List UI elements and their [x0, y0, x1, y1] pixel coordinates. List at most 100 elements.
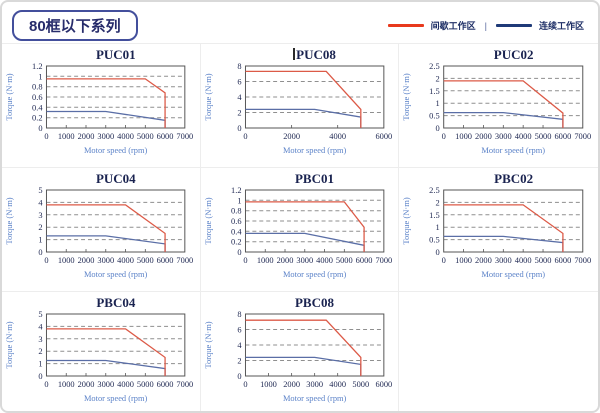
svg-text:3: 3	[38, 334, 42, 344]
svg-text:2: 2	[38, 346, 42, 356]
svg-text:4000: 4000	[316, 255, 333, 265]
svg-text:1000: 1000	[58, 131, 75, 141]
svg-text:1000: 1000	[260, 379, 277, 389]
svg-text:7000: 7000	[176, 131, 193, 141]
svg-text:0.4: 0.4	[32, 102, 43, 112]
svg-text:Motor speed (rpm): Motor speed (rpm)	[283, 393, 347, 403]
chart-plot-pbc02: 00.511.522.50 1000 2000 3000 4000 5000 6000 700…	[401, 187, 592, 279]
svg-text:Torque (N·m): Torque (N·m)	[203, 73, 213, 120]
legend-label-continuous: 连续工作区	[538, 21, 584, 31]
svg-text:6000: 6000	[375, 131, 392, 141]
svg-text:4000: 4000	[117, 379, 134, 389]
svg-text:1: 1	[237, 195, 241, 205]
svg-text:Torque (N·m): Torque (N·m)	[4, 321, 14, 368]
chart-cell-puc08: PUC08 0 2 4 6 8 0 2000 4000 6000 Motor speed (rpm…	[200, 44, 400, 168]
svg-text:0: 0	[436, 123, 440, 133]
svg-text:2000: 2000	[475, 131, 492, 141]
svg-text:5000: 5000	[137, 131, 154, 141]
svg-text:0: 0	[243, 379, 247, 389]
svg-text:4: 4	[38, 197, 43, 207]
chart-cell-puc04: PUC04 0 1 2 3 4 5 0 1000 2000 3000 4000 5000 6000 700…	[2, 168, 201, 292]
svg-text:1.5: 1.5	[429, 210, 440, 220]
svg-text:Torque (N·m): Torque (N·m)	[203, 197, 213, 244]
chart-title-pbc04: PBC04	[2, 295, 200, 311]
intermittent-zone-line-swatch	[387, 24, 424, 27]
svg-text:1000: 1000	[58, 255, 75, 265]
svg-text:2000: 2000	[475, 255, 492, 265]
svg-text:Torque (N·m): Torque (N·m)	[4, 197, 14, 244]
svg-text:4000: 4000	[329, 131, 346, 141]
chart-plot-puc01: 00.20.40.60.811.2 0 1000 2000 3000 4000 5000 60…	[4, 63, 193, 155]
svg-text:0.6: 0.6	[231, 216, 241, 226]
svg-text:1000: 1000	[58, 379, 75, 389]
svg-text:0.5: 0.5	[429, 111, 440, 121]
svg-text:2000: 2000	[78, 379, 95, 389]
chart-grid: PUC01 0 0.2 0.4 0.6 0.8 1 1.2 0 1000 2000 3000 4000…	[2, 43, 598, 411]
chart-title-text: PBC02	[494, 171, 534, 186]
svg-text:4000: 4000	[329, 379, 346, 389]
svg-text:2000: 2000	[283, 379, 300, 389]
svg-text:0: 0	[44, 255, 48, 265]
svg-text:2000: 2000	[276, 255, 293, 265]
svg-text:5000: 5000	[137, 255, 154, 265]
svg-text:0: 0	[237, 247, 241, 257]
svg-text:1.2: 1.2	[32, 63, 42, 71]
svg-text:Motor speed (rpm): Motor speed (rpm)	[84, 269, 148, 279]
svg-text:6000: 6000	[355, 255, 372, 265]
chart-cell-puc01: PUC01 0 0.2 0.4 0.6 0.8 1 1.2 0 1000 2000 3000 4000…	[2, 44, 201, 168]
svg-text:7000: 7000	[575, 255, 592, 265]
svg-text:Torque (N·m): Torque (N·m)	[203, 321, 213, 368]
svg-text:5000: 5000	[137, 379, 154, 389]
chart-title-text: PUC08	[296, 47, 336, 62]
svg-text:0.2: 0.2	[231, 237, 241, 247]
svg-text:Motor speed (rpm): Motor speed (rpm)	[482, 145, 546, 155]
chart-cell-puc02: PUC02 0 0.5 1 1.5 2 2.5 0 1000 2000 3000 4000 5000 6…	[399, 44, 598, 168]
svg-text:1: 1	[38, 359, 42, 369]
svg-text:Motor speed (rpm): Motor speed (rpm)	[283, 145, 347, 155]
svg-text:8: 8	[237, 311, 241, 319]
svg-text:0: 0	[243, 255, 247, 265]
svg-text:Motor speed (rpm): Motor speed (rpm)	[84, 145, 148, 155]
svg-text:1.5: 1.5	[429, 86, 440, 96]
svg-text:5000: 5000	[535, 255, 552, 265]
chart-title-puc04: PUC04	[2, 171, 200, 187]
svg-text:1000: 1000	[455, 255, 472, 265]
svg-text:0.5: 0.5	[429, 235, 440, 245]
chart-title-puc08: PUC08	[201, 47, 399, 63]
svg-text:Motor speed (rpm): Motor speed (rpm)	[482, 269, 546, 279]
svg-text:0: 0	[237, 123, 241, 133]
chart-plot-pbc01: 00.20.40.60.811.2 0 1000 2000 3000 4000 5000 60…	[203, 187, 392, 279]
chart-title-text: PBC04	[96, 295, 136, 310]
svg-text:6: 6	[237, 76, 241, 86]
svg-text:0.4: 0.4	[231, 226, 242, 236]
svg-text:5000: 5000	[352, 379, 369, 389]
svg-text:6000: 6000	[375, 379, 392, 389]
svg-text:6000: 6000	[157, 379, 174, 389]
svg-text:1: 1	[436, 98, 440, 108]
chart-title-text: PUC04	[95, 171, 136, 186]
legend: 间歇工作区 | 连续工作区	[387, 19, 584, 32]
svg-text:0: 0	[243, 131, 247, 141]
svg-text:7000: 7000	[375, 255, 392, 265]
svg-text:3000: 3000	[495, 255, 512, 265]
chart-plot-puc02: 00.511.522.50 1000 2000 3000 4000 5000 6000 700…	[401, 63, 591, 155]
header: 80框以下系列 间歇工作区 | 连续工作区	[2, 2, 598, 43]
svg-text:2: 2	[38, 222, 42, 232]
svg-text:0: 0	[442, 255, 446, 265]
continuous-zone-line-swatch	[495, 24, 532, 27]
svg-text:5: 5	[38, 311, 42, 319]
svg-text:3000: 3000	[97, 379, 114, 389]
chart-title-text: PUC01	[95, 47, 136, 62]
legend-separator: |	[484, 20, 487, 31]
svg-text:4: 4	[237, 92, 242, 102]
svg-text:3000: 3000	[306, 379, 323, 389]
svg-text:0: 0	[237, 371, 241, 381]
svg-text:6000: 6000	[157, 131, 174, 141]
chart-cell-pbc08: PBC08 0 2 4 6 8 0 1000 2000 3000 4000 5000 6000 Moto…	[201, 292, 400, 411]
svg-text:6: 6	[237, 324, 241, 334]
svg-text:0: 0	[38, 123, 42, 133]
chart-cell-pbc04: PBC04 0 1 2 3 4 5 0 1000 2000 3000 4000 5000 6000 700…	[2, 292, 201, 411]
